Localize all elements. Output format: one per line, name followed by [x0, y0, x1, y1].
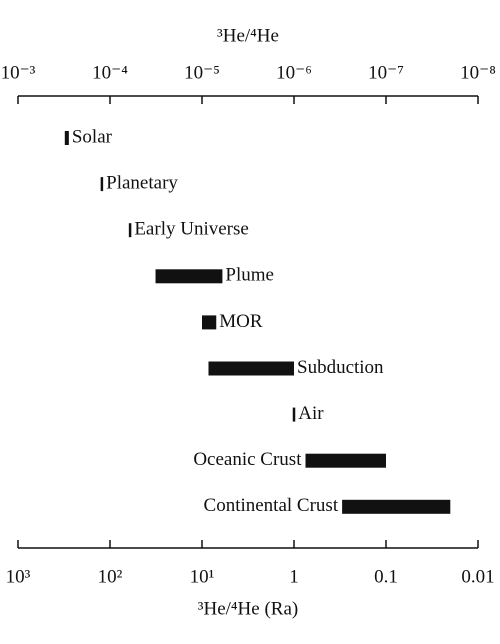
bar-label: Plume — [225, 265, 274, 286]
range-bar — [128, 223, 132, 238]
bar-label: Air — [298, 403, 324, 424]
x-tick-label: 10¹ — [190, 566, 215, 587]
range-bar — [100, 177, 104, 192]
bar-label: Solar — [72, 126, 113, 147]
bar-label: Oceanic Crust — [193, 449, 302, 470]
x-tick-label: 0.01 — [461, 566, 494, 587]
range-bar — [292, 407, 296, 422]
x-tick-label: 1 — [289, 566, 299, 587]
range-bar — [342, 499, 451, 514]
top-axis-title: ³He/⁴He — [217, 25, 279, 46]
bar-label: Early Universe — [134, 219, 248, 240]
x2-tick-label: 10⁻⁷ — [368, 62, 404, 83]
x2-tick-label: 10⁻⁸ — [460, 62, 496, 83]
bar-label: Subduction — [297, 357, 384, 378]
x2-tick-label: 10⁻⁵ — [184, 62, 220, 83]
x2-tick-label: 10⁻³ — [1, 62, 36, 83]
range-bar — [64, 131, 69, 145]
x-tick-label: 0.1 — [374, 566, 398, 587]
x-tick-label: 10² — [98, 566, 123, 587]
bar-label: Planetary — [106, 172, 178, 193]
range-bar — [305, 453, 386, 468]
x2-tick-label: 10⁻⁴ — [92, 62, 128, 83]
x-tick-label: 10³ — [6, 566, 31, 587]
range-bar — [155, 269, 223, 284]
x2-tick-label: 10⁻⁶ — [276, 62, 312, 83]
range-bar — [202, 315, 217, 330]
bar-label: Continental Crust — [204, 495, 339, 516]
range-bar — [208, 361, 294, 376]
bar-label: MOR — [219, 311, 263, 332]
x-axis-title: ³He/⁴He (Ra) — [198, 598, 298, 619]
